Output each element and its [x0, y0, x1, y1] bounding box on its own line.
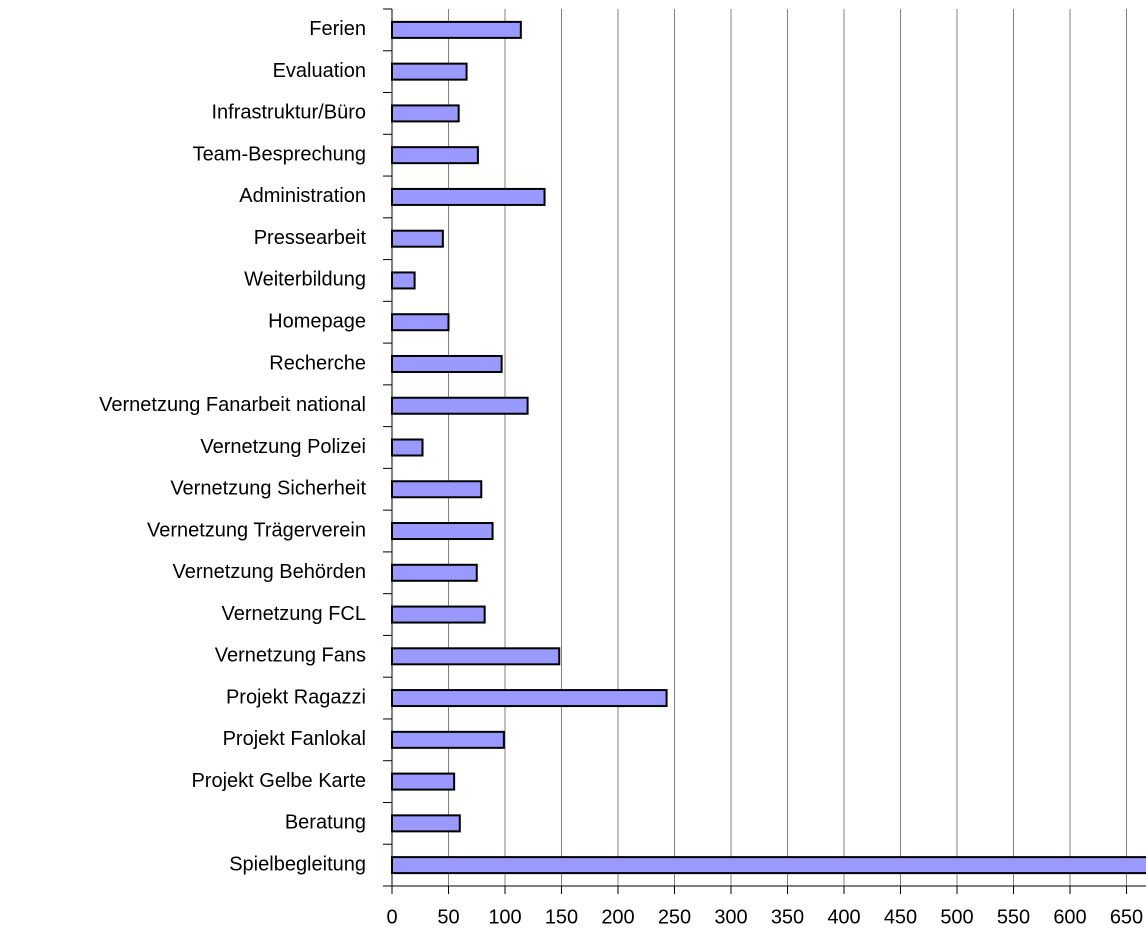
x-tick-label: 450	[884, 906, 917, 928]
y-tick-label: Beratung	[285, 812, 366, 834]
y-tick-label: Vernetzung Behörden	[173, 561, 367, 583]
y-tick-label: Weiterbildung	[244, 269, 366, 291]
y-tick-label: Vernetzung Polizei	[200, 436, 366, 458]
y-tick-label: Projekt Gelbe Karte	[191, 770, 366, 792]
y-tick-label: Vernetzung Fanarbeit national	[99, 394, 366, 416]
bar	[391, 856, 1146, 875]
y-tick-label: Projekt Fanlokal	[223, 728, 366, 750]
bar	[391, 62, 468, 81]
y-tick-label: Ferien	[309, 18, 366, 40]
bar	[391, 354, 503, 373]
y-tick-label: Vernetzung Sicherheit	[170, 478, 366, 500]
bar	[391, 814, 461, 833]
bar	[391, 229, 444, 248]
bar	[391, 647, 561, 666]
x-tick-label: 150	[545, 906, 578, 928]
y-tick-label: Recherche	[269, 352, 366, 374]
bar	[391, 563, 478, 582]
bar	[391, 772, 456, 791]
bar	[391, 20, 522, 39]
bar	[391, 187, 546, 206]
y-tick-label: Vernetzung FCL	[221, 603, 366, 625]
y-tick-label: Vernetzung Trägerverein	[147, 519, 366, 541]
x-tick-label: 300	[714, 906, 747, 928]
bar	[391, 438, 424, 457]
bar	[391, 313, 450, 332]
bar	[391, 605, 486, 624]
x-tick-label: 100	[488, 906, 521, 928]
x-tick-label: 250	[658, 906, 691, 928]
x-tick-label: 400	[827, 906, 860, 928]
x-tick-label: 350	[771, 906, 804, 928]
bar	[391, 271, 416, 290]
bar	[391, 689, 668, 708]
bar	[391, 146, 479, 165]
x-tick-label: 200	[601, 906, 634, 928]
bar	[391, 104, 460, 123]
y-tick-label: Administration	[239, 185, 366, 207]
y-tick-label: Evaluation	[273, 60, 366, 82]
bar	[391, 730, 505, 749]
y-tick-label: Vernetzung Fans	[215, 645, 366, 667]
x-tick-label: 500	[940, 906, 973, 928]
y-tick-label: Projekt Ragazzi	[226, 686, 366, 708]
bar	[391, 522, 494, 541]
x-tick-label: 650	[1110, 906, 1143, 928]
y-tick-label: Pressearbeit	[254, 227, 367, 249]
x-tick-label: 600	[1053, 906, 1086, 928]
y-tick-label: Homepage	[268, 310, 366, 332]
y-tick-label: Spielbegleitung	[229, 853, 366, 875]
y-tick-label: Infrastruktur/Büro	[211, 102, 366, 124]
x-tick-label: 550	[997, 906, 1030, 928]
y-tick-label: Team-Besprechung	[193, 143, 366, 165]
bar	[391, 480, 483, 499]
bar	[391, 396, 529, 415]
x-tick-label: 50	[437, 906, 459, 928]
x-tick-label: 0	[386, 906, 397, 928]
